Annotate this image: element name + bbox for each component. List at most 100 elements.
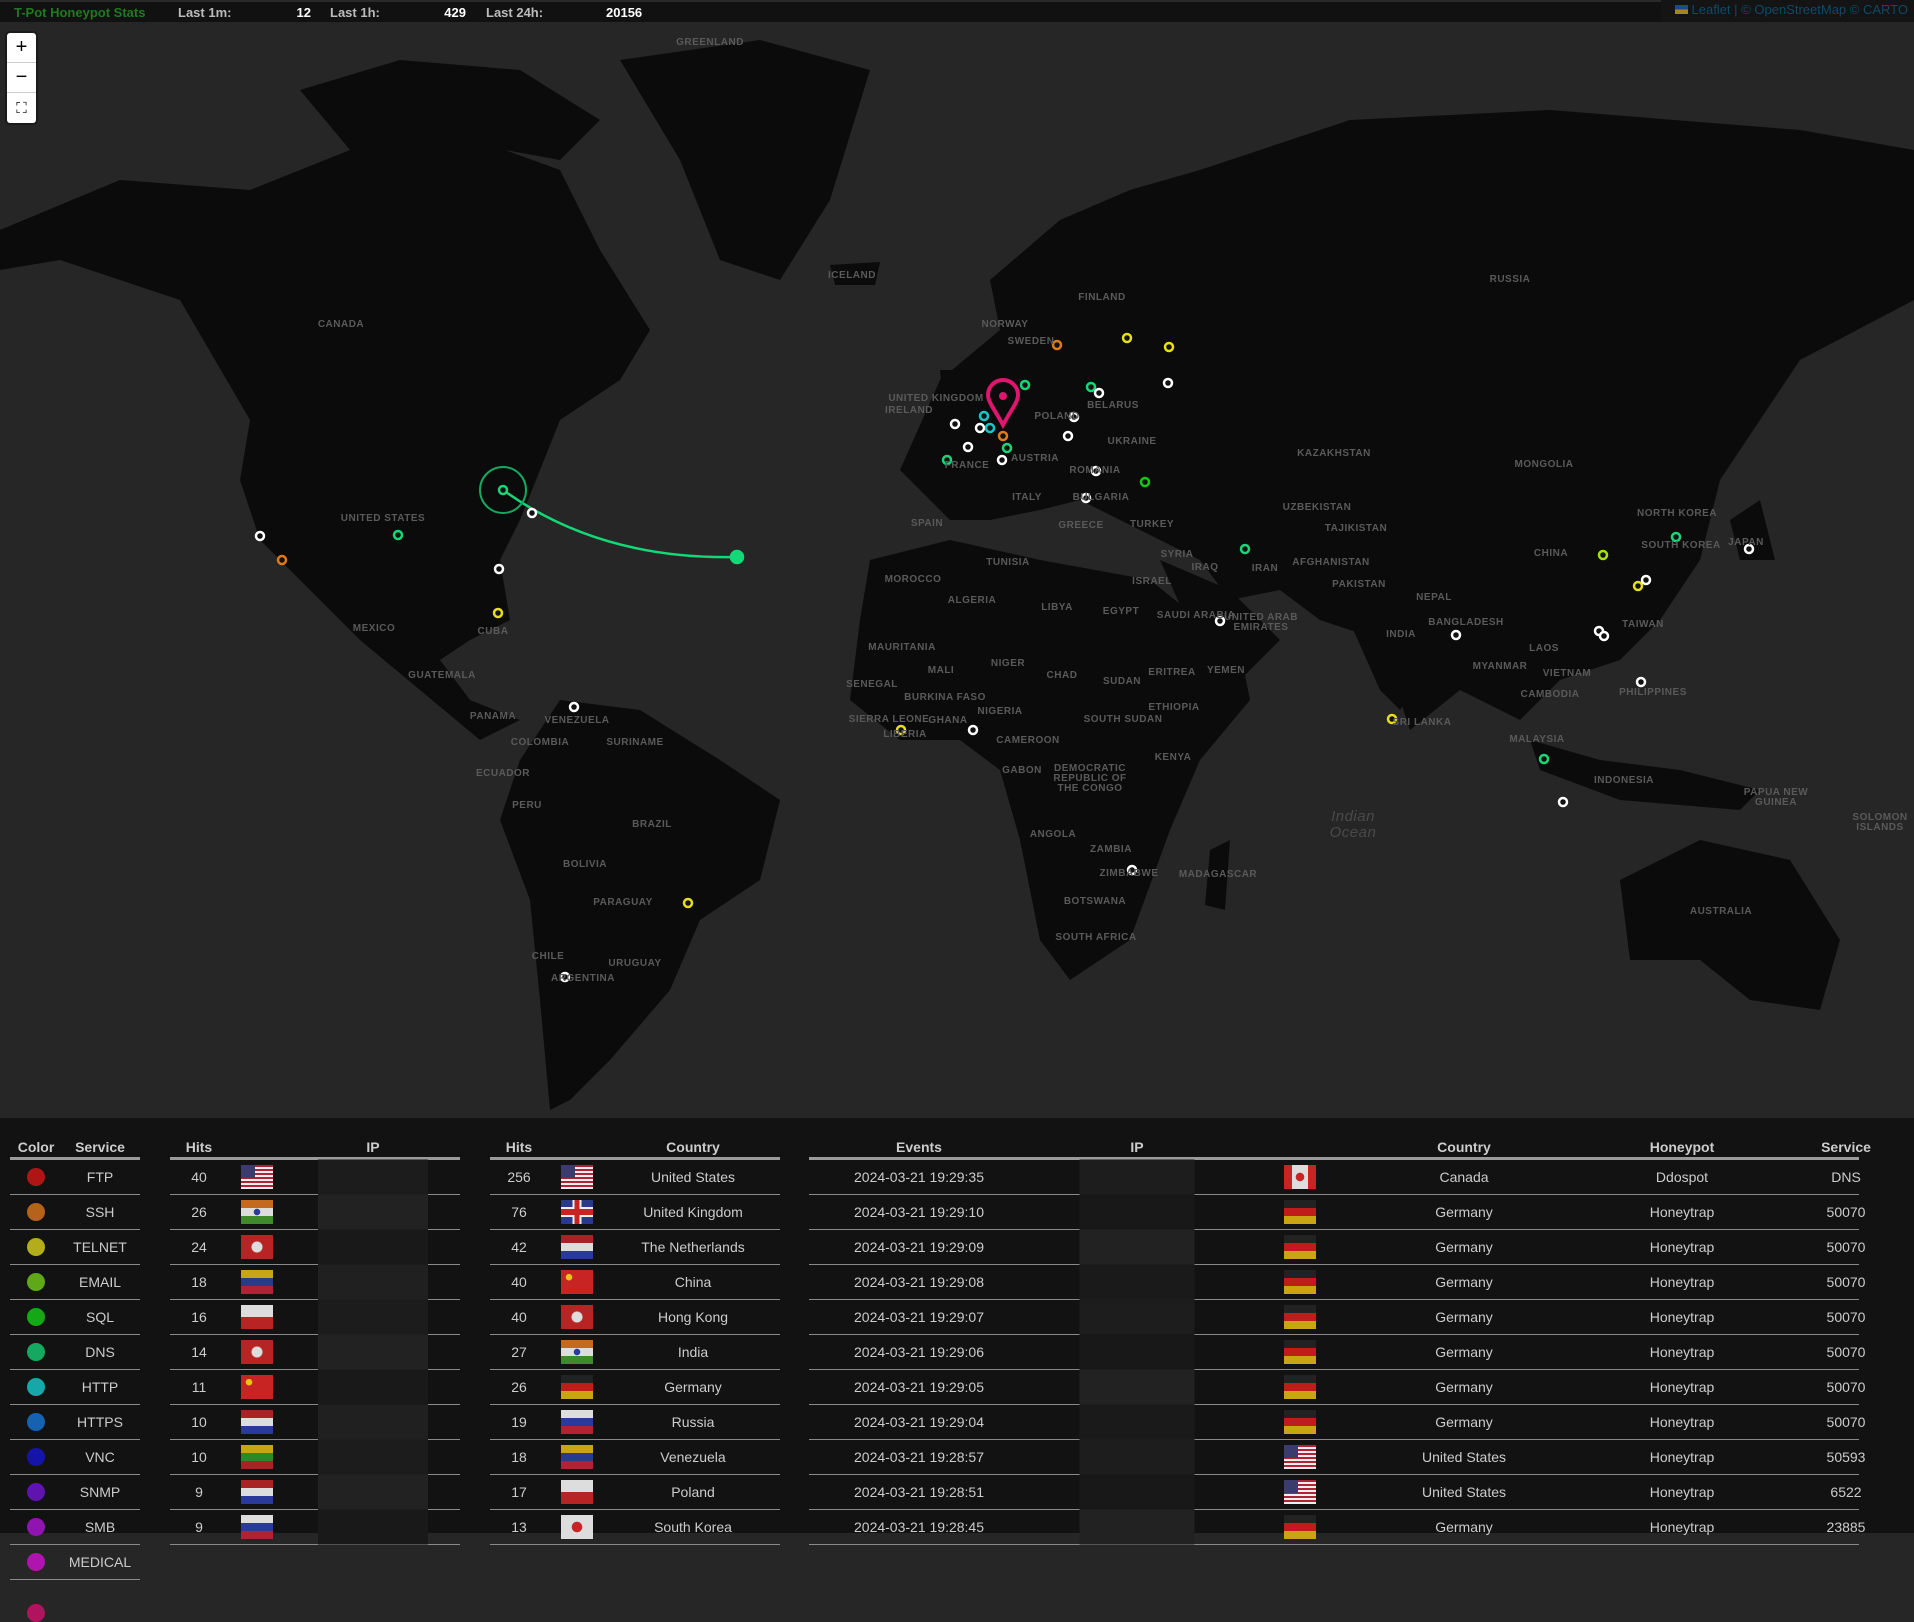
hits-value: 76: [511, 1204, 527, 1220]
zoom-in-button[interactable]: +: [7, 33, 36, 63]
attack-source-marker[interactable]: [986, 424, 994, 432]
attack-source-marker[interactable]: [999, 432, 1007, 440]
attack-source-marker[interactable]: [528, 509, 536, 517]
attack-source-marker[interactable]: [394, 531, 402, 539]
attack-source-marker[interactable]: [1095, 389, 1103, 397]
attack-source-marker[interactable]: [980, 412, 988, 420]
attack-source-marker[interactable]: [1141, 478, 1149, 486]
table-row[interactable]: 9: [170, 1475, 460, 1510]
attack-source-marker[interactable]: [969, 726, 977, 734]
attack-source-marker[interactable]: [1599, 551, 1607, 559]
event-time: 2024-03-21 19:29:06: [854, 1344, 984, 1360]
map-label: NORTH KOREA: [1637, 509, 1717, 519]
ru-flag-icon: [561, 1410, 593, 1434]
attack-source-marker[interactable]: [1637, 678, 1645, 686]
attack-source-marker[interactable]: [1540, 755, 1548, 763]
map-label: TAJIKISTAN: [1325, 524, 1387, 534]
nl-flag-icon: [241, 1410, 273, 1434]
attack-source-marker[interactable]: [976, 424, 984, 432]
attack-source-marker[interactable]: [1452, 631, 1460, 639]
last-1h-label: Last 1h:: [330, 5, 380, 20]
service-name: HTTP: [82, 1379, 119, 1395]
event-time: 2024-03-21 19:29:05: [854, 1379, 984, 1395]
attack-source-marker[interactable]: [499, 486, 507, 494]
table-row[interactable]: 40: [170, 1160, 460, 1195]
attack-source-marker[interactable]: [1003, 444, 1011, 452]
attack-source-marker[interactable]: [1600, 632, 1608, 640]
attack-source-marker[interactable]: [1064, 432, 1072, 440]
attack-source-marker[interactable]: [684, 899, 692, 907]
map-label: TUNISIA: [986, 558, 1030, 568]
pl-flag-icon: [561, 1480, 593, 1504]
table-row[interactable]: 10: [170, 1405, 460, 1440]
event-country: Germany: [1435, 1239, 1493, 1255]
attack-source-marker[interactable]: [495, 565, 503, 573]
attack-source-marker[interactable]: [494, 609, 502, 617]
map-label: ZIMBABWE: [1100, 869, 1159, 879]
attack-source-marker[interactable]: [1021, 381, 1029, 389]
attack-source-marker[interactable]: [1165, 343, 1173, 351]
table-row[interactable]: 18: [170, 1265, 460, 1300]
redacted-ip: [1080, 1265, 1195, 1300]
service-name: VNC: [85, 1449, 115, 1465]
attack-source-marker[interactable]: [1559, 798, 1567, 806]
attack-source-marker[interactable]: [731, 551, 743, 563]
fullscreen-button[interactable]: ⛶: [7, 93, 36, 123]
table-row[interactable]: 9: [170, 1510, 460, 1545]
attack-source-marker[interactable]: [1634, 582, 1642, 590]
map-label: SYRIA: [1160, 550, 1193, 560]
attack-source-marker[interactable]: [570, 703, 578, 711]
country-name: Venezuela: [660, 1449, 725, 1465]
map-label: GREENLAND: [676, 38, 744, 48]
legend-row-snmp: SNMP: [10, 1475, 140, 1510]
table-row[interactable]: 11: [170, 1370, 460, 1405]
table-row[interactable]: 14: [170, 1335, 460, 1370]
attack-source-marker[interactable]: [1164, 379, 1172, 387]
attack-source-marker[interactable]: [1087, 383, 1095, 391]
zoom-out-button[interactable]: −: [7, 63, 36, 93]
attack-source-marker[interactable]: [1241, 545, 1249, 553]
attack-source-marker[interactable]: [964, 443, 972, 451]
attack-source-marker[interactable]: [1123, 334, 1131, 342]
table-row[interactable]: 24: [170, 1230, 460, 1265]
osm-carto-link[interactable]: © OpenStreetMap © CARTO: [1741, 2, 1908, 17]
attack-source-marker[interactable]: [1642, 576, 1650, 584]
attack-source-marker[interactable]: [998, 456, 1006, 464]
leaflet-link[interactable]: Leaflet: [1692, 2, 1731, 17]
event-time: 2024-03-21 19:29:10: [854, 1204, 984, 1220]
map-label: ARGENTINA: [551, 974, 615, 984]
hk-flag-icon: [561, 1305, 593, 1329]
attack-source-marker[interactable]: [278, 556, 286, 564]
table-row[interactable]: 26: [170, 1195, 460, 1230]
attack-source-marker[interactable]: [256, 532, 264, 540]
table-row[interactable]: 10: [170, 1440, 460, 1475]
map-label: MYANMAR: [1473, 662, 1528, 672]
table-row[interactable]: 16: [170, 1300, 460, 1335]
legend-row-https: HTTPS: [10, 1405, 140, 1440]
attack-source-marker[interactable]: [951, 420, 959, 428]
app-title: T-Pot Honeypot Stats: [14, 5, 145, 20]
